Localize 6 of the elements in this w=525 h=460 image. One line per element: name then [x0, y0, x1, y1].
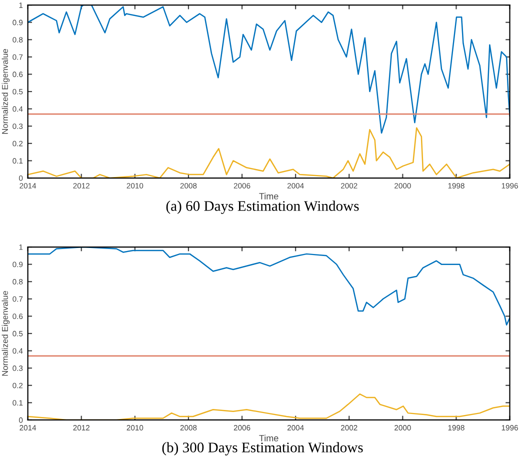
text: (a) 60 Days Estimation Windows — [166, 200, 359, 214]
text: (b) 300 Days Estimation Windows — [162, 442, 363, 456]
x-axis-title: Time — [259, 434, 278, 442]
x-axis-title: Time — [259, 192, 278, 200]
y-axis-title: Normalized Eigenvalue — [2, 291, 10, 376]
y-axis-title: Normalized Eigenvalue — [2, 49, 10, 134]
